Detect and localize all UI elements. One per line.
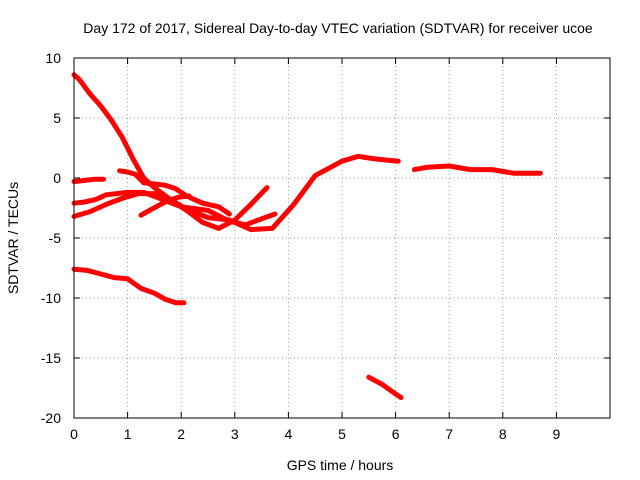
x-tick-label: 2 <box>177 426 185 442</box>
x-tick-label: 9 <box>553 426 561 442</box>
y-tick-labels: 10 5 0 -5 -10 -15 -20 <box>41 50 61 426</box>
y-tick-label: -20 <box>41 410 61 426</box>
x-tick-labels: 0 1 2 3 4 5 6 7 8 9 <box>70 426 560 442</box>
x-axis-label: GPS time / hours <box>287 457 394 473</box>
series-track-6 <box>138 193 192 218</box>
x-tick-label: 0 <box>70 426 78 442</box>
series-track-9 <box>411 163 543 176</box>
y-tick-label: -15 <box>41 350 61 366</box>
x-tick-label: 7 <box>445 426 453 442</box>
x-tick-label: 6 <box>392 426 400 442</box>
y-axis-label: SDTVAR / TECUs <box>5 182 21 294</box>
x-tick-label: 5 <box>338 426 346 442</box>
y-tick-label: 0 <box>53 170 61 186</box>
series-track-8 <box>366 374 404 401</box>
series-track-2 <box>71 176 106 185</box>
series-group <box>71 72 543 401</box>
y-tick-label: 10 <box>45 50 61 66</box>
x-tick-label: 1 <box>124 426 132 442</box>
series-track-1 <box>71 72 401 233</box>
chart-title: Day 172 of 2017, Sidereal Day-to-day VTE… <box>83 20 593 36</box>
y-tick-label: 5 <box>53 110 61 126</box>
y-tick-label: -10 <box>41 290 61 306</box>
grid <box>74 58 610 418</box>
x-tick-label: 4 <box>285 426 293 442</box>
series-track-7 <box>71 266 187 306</box>
tick-marks <box>73 57 610 419</box>
y-tick-label: -5 <box>49 230 62 246</box>
x-tick-label: 3 <box>231 426 239 442</box>
x-tick-label: 8 <box>499 426 507 442</box>
series-track-5 <box>117 168 232 217</box>
